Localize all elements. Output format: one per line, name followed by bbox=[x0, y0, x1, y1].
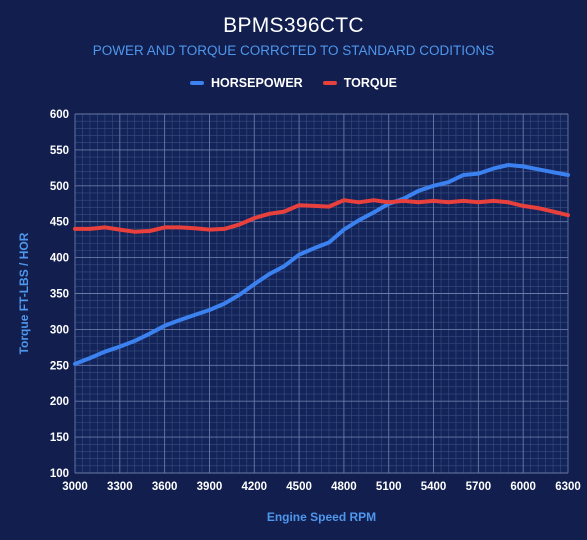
legend-label-horsepower: HORSEPOWER bbox=[211, 76, 303, 90]
x-tick-label: 3300 bbox=[107, 481, 133, 493]
y-tick-label: 250 bbox=[50, 360, 69, 372]
x-tick-label: 6300 bbox=[555, 481, 581, 493]
x-tick-label: 3000 bbox=[62, 481, 88, 493]
chart-subtitle: POWER AND TORQUE CORRCTED TO STANDARD CO… bbox=[92, 43, 495, 58]
y-tick-label: 100 bbox=[50, 468, 69, 480]
legend-swatch-torque bbox=[322, 81, 337, 85]
legend-item-torque[interactable]: TORQUE bbox=[322, 76, 397, 90]
y-tick-label: 150 bbox=[50, 432, 69, 444]
y-tick-label: 500 bbox=[50, 181, 69, 193]
y-axis-title: Torque FT-LBS / HOR bbox=[17, 232, 31, 354]
y-tick-label: 300 bbox=[50, 324, 69, 336]
x-tick-label: 5100 bbox=[376, 481, 402, 493]
y-tick-label: 400 bbox=[50, 253, 69, 265]
x-tick-label: 3600 bbox=[152, 481, 178, 493]
series-line-horsepower bbox=[73, 163, 570, 366]
x-tick-label: 5700 bbox=[466, 481, 492, 493]
y-tick-label: 450 bbox=[50, 217, 69, 229]
legend-item-horsepower[interactable]: HORSEPOWER bbox=[190, 76, 303, 90]
legend-swatch-horsepower bbox=[190, 81, 205, 85]
x-tick-label: 4800 bbox=[331, 481, 357, 493]
x-tick-label: 3900 bbox=[197, 481, 223, 493]
x-axis-title: Engine Speed RPM bbox=[267, 510, 376, 524]
x-tick-label: 4200 bbox=[241, 481, 267, 493]
x-tick-label: 5400 bbox=[421, 481, 447, 493]
chart-title: BPMS396CTC bbox=[223, 14, 364, 37]
chart-legend: HORSEPOWER TORQUE bbox=[0, 76, 587, 90]
x-tick-label: 6000 bbox=[510, 481, 536, 493]
y-tick-label: 200 bbox=[50, 396, 69, 408]
y-tick-label: 600 bbox=[50, 109, 69, 121]
y-tick-label: 350 bbox=[50, 289, 69, 301]
x-tick-label: 4500 bbox=[286, 481, 312, 493]
y-tick-label: 550 bbox=[50, 145, 69, 157]
legend-label-torque: TORQUE bbox=[343, 76, 397, 90]
series-line-torque bbox=[73, 198, 570, 234]
